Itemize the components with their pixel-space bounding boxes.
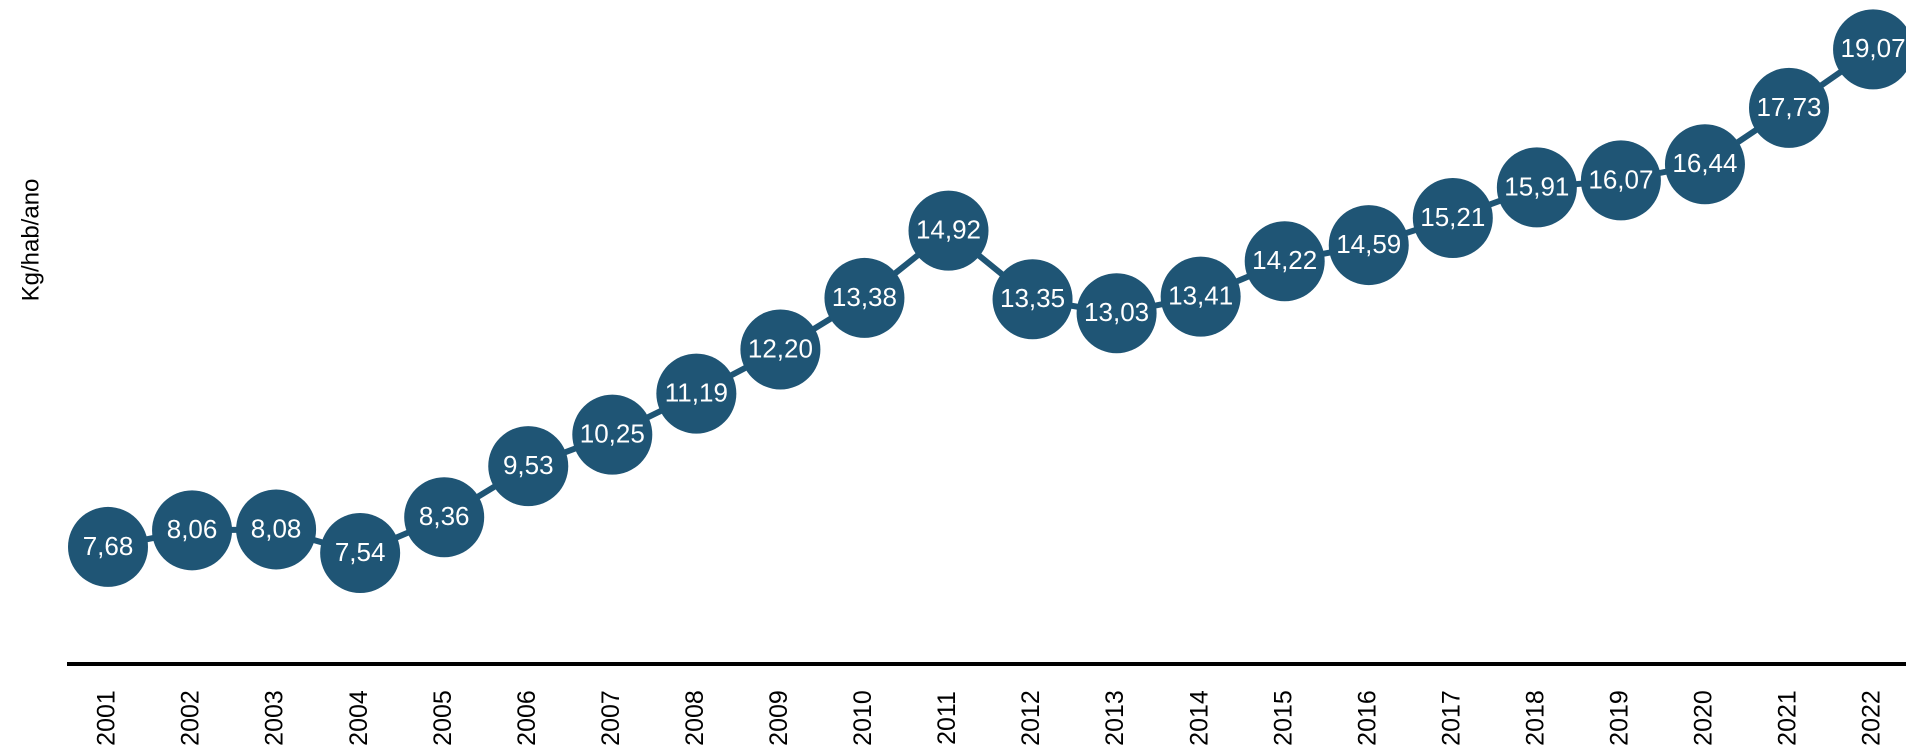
x-tick-label: 2015 [1269,690,1297,746]
value-label: 7,54 [335,537,386,567]
x-tick-label: 2003 [261,690,289,746]
marker [1244,221,1325,302]
value-label: 12,20 [748,333,813,363]
value-label: 14,22 [1252,245,1317,275]
marker [1328,205,1409,286]
x-tick-label: 2022 [1858,690,1886,746]
marker [488,426,569,507]
marker [1412,177,1493,258]
marker [152,490,233,571]
marker [68,506,148,587]
x-tick-label: 2018 [1521,690,1549,746]
value-label: 16,07 [1588,164,1653,194]
marker [320,513,401,594]
x-tick-label: 2006 [513,690,541,746]
marker [572,394,653,475]
x-tick-label: 2009 [765,690,793,746]
marker [656,353,737,434]
value-label: 14,59 [1336,229,1401,259]
marker [908,190,989,271]
value-label: 13,41 [1168,280,1233,310]
x-tick-label: 2008 [681,690,709,746]
value-label: 15,21 [1420,202,1485,232]
x-tick-label: 2011 [933,691,961,745]
x-tick-label: 2004 [345,690,373,746]
x-tick-label: 2014 [1185,690,1213,746]
x-tick-label: 2020 [1690,690,1718,746]
x-tick-label: 2010 [849,690,877,746]
value-label: 7,68 [83,531,134,561]
value-label: 13,38 [832,282,897,312]
value-label: 8,36 [419,501,470,531]
x-tick-label: 2013 [1101,690,1129,746]
marker [1580,140,1661,221]
x-tick-label: 2002 [177,690,205,746]
value-label: 17,73 [1756,92,1821,122]
x-tick-label: 2016 [1353,690,1381,746]
marker [1833,9,1906,90]
y-axis-label: Kg/hab/ano [17,179,44,302]
x-tick-label: 2019 [1606,690,1634,746]
value-label: 15,91 [1504,171,1569,201]
value-label: 8,08 [251,513,302,543]
marker [1160,256,1241,337]
value-label: 10,25 [580,419,645,449]
x-tick-label: 2021 [1774,690,1802,746]
line [107,46,1875,557]
x-tick-label: 2007 [597,690,625,746]
x-tick-label: 2017 [1437,690,1465,746]
value-label: 13,03 [1084,297,1149,327]
marker [1664,124,1745,205]
marker [740,309,821,390]
marker [992,259,1073,340]
x-tick-label: 2005 [429,690,457,746]
value-label: 11,19 [665,377,728,407]
value-label: 19,07 [1841,33,1906,63]
value-label: 9,53 [503,450,554,480]
x-tick-label: 2001 [93,690,121,746]
marker [236,489,317,570]
marker [404,477,485,558]
value-label: 8,06 [167,514,218,544]
value-label: 13,35 [1000,283,1065,313]
marker [1076,273,1157,354]
x-tick-label: 2012 [1017,690,1045,746]
marker [1496,147,1577,228]
marker [1749,67,1829,148]
value-label: 16,44 [1672,148,1737,178]
value-label: 14,92 [916,215,981,245]
marker [824,257,905,338]
